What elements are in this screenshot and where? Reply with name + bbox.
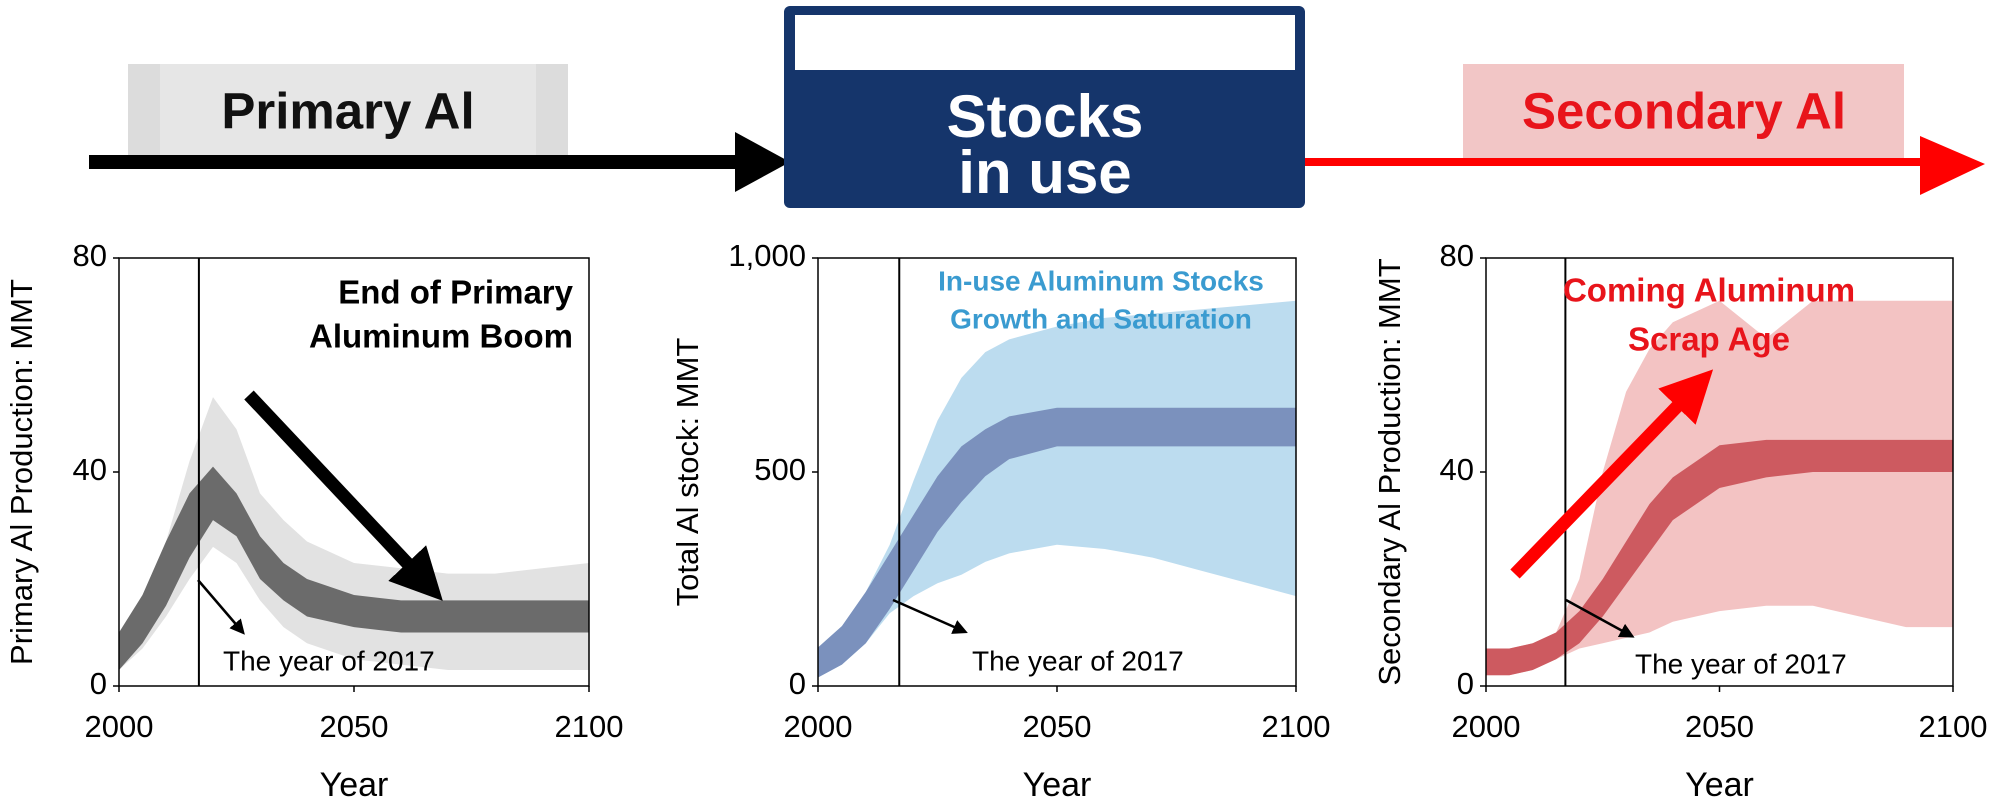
- note: The year of 2017: [223, 645, 435, 676]
- band: [818, 300, 1296, 678]
- annotation: Scrap Age: [1628, 321, 1790, 358]
- y-axis-title: Secondary Al Production: MMT: [1372, 258, 1407, 685]
- x-axis-title: Year: [1685, 766, 1754, 804]
- y-tick-label: 0: [1457, 666, 1474, 701]
- annotation: Aluminum Boom: [309, 318, 573, 355]
- x-tick-label: 2000: [85, 709, 154, 744]
- flow-arrowhead: [1920, 136, 1985, 195]
- annotation: In-use Aluminum Stocks: [938, 265, 1264, 296]
- note-arrow: [892, 598, 968, 634]
- stock-box-inner: [795, 15, 1295, 70]
- y-tick-label: 0: [90, 666, 107, 701]
- source-label: Primary Al: [221, 82, 474, 139]
- x-axis-title: Year: [1023, 766, 1092, 804]
- y-tick-label: 80: [73, 238, 107, 273]
- note-arrow: [197, 579, 245, 635]
- y-tick-label: 40: [73, 452, 107, 487]
- x-tick-label: 2050: [1023, 709, 1092, 744]
- flow-arrowhead: [735, 132, 790, 192]
- note: The year of 2017: [1635, 648, 1847, 679]
- band: [818, 407, 1296, 678]
- x-tick-label: 2100: [555, 709, 624, 744]
- trend-arrow: [244, 390, 443, 601]
- x-tick-label: 2100: [1919, 709, 1988, 744]
- y-tick-label: 80: [1440, 238, 1474, 273]
- trend-arrow: [1510, 369, 1714, 579]
- note: The year of 2017: [972, 645, 1184, 676]
- source-box-inner: [160, 64, 536, 156]
- x-tick-label: 2050: [1685, 709, 1754, 744]
- sink-box: [1463, 64, 1904, 160]
- x-axis-title: Year: [320, 766, 389, 804]
- x-tick-label: 2100: [1262, 709, 1331, 744]
- y-axis-title: Primary Al Production: MMT: [4, 279, 39, 665]
- x-tick-label: 2000: [784, 709, 853, 744]
- y-tick-label: 40: [1440, 452, 1474, 487]
- y-axis-title: Total Al stock: MMT: [670, 338, 705, 607]
- annotation: End of Primary: [338, 274, 573, 311]
- band: [1486, 439, 1953, 676]
- annotation: Coming Aluminum: [1563, 272, 1855, 309]
- note-arrow: [1565, 598, 1635, 638]
- sink-label: Secondary Al: [1522, 82, 1846, 139]
- y-tick-label: 1,000: [728, 238, 806, 273]
- y-tick-label: 0: [789, 666, 806, 701]
- annotation: Growth and Saturation: [950, 303, 1252, 334]
- stock-label: in use: [958, 139, 1131, 206]
- band: [119, 466, 589, 670]
- stock-label: Stocks: [947, 83, 1144, 150]
- y-tick-label: 500: [754, 452, 806, 487]
- x-tick-label: 2050: [320, 709, 389, 744]
- x-tick-label: 2000: [1452, 709, 1521, 744]
